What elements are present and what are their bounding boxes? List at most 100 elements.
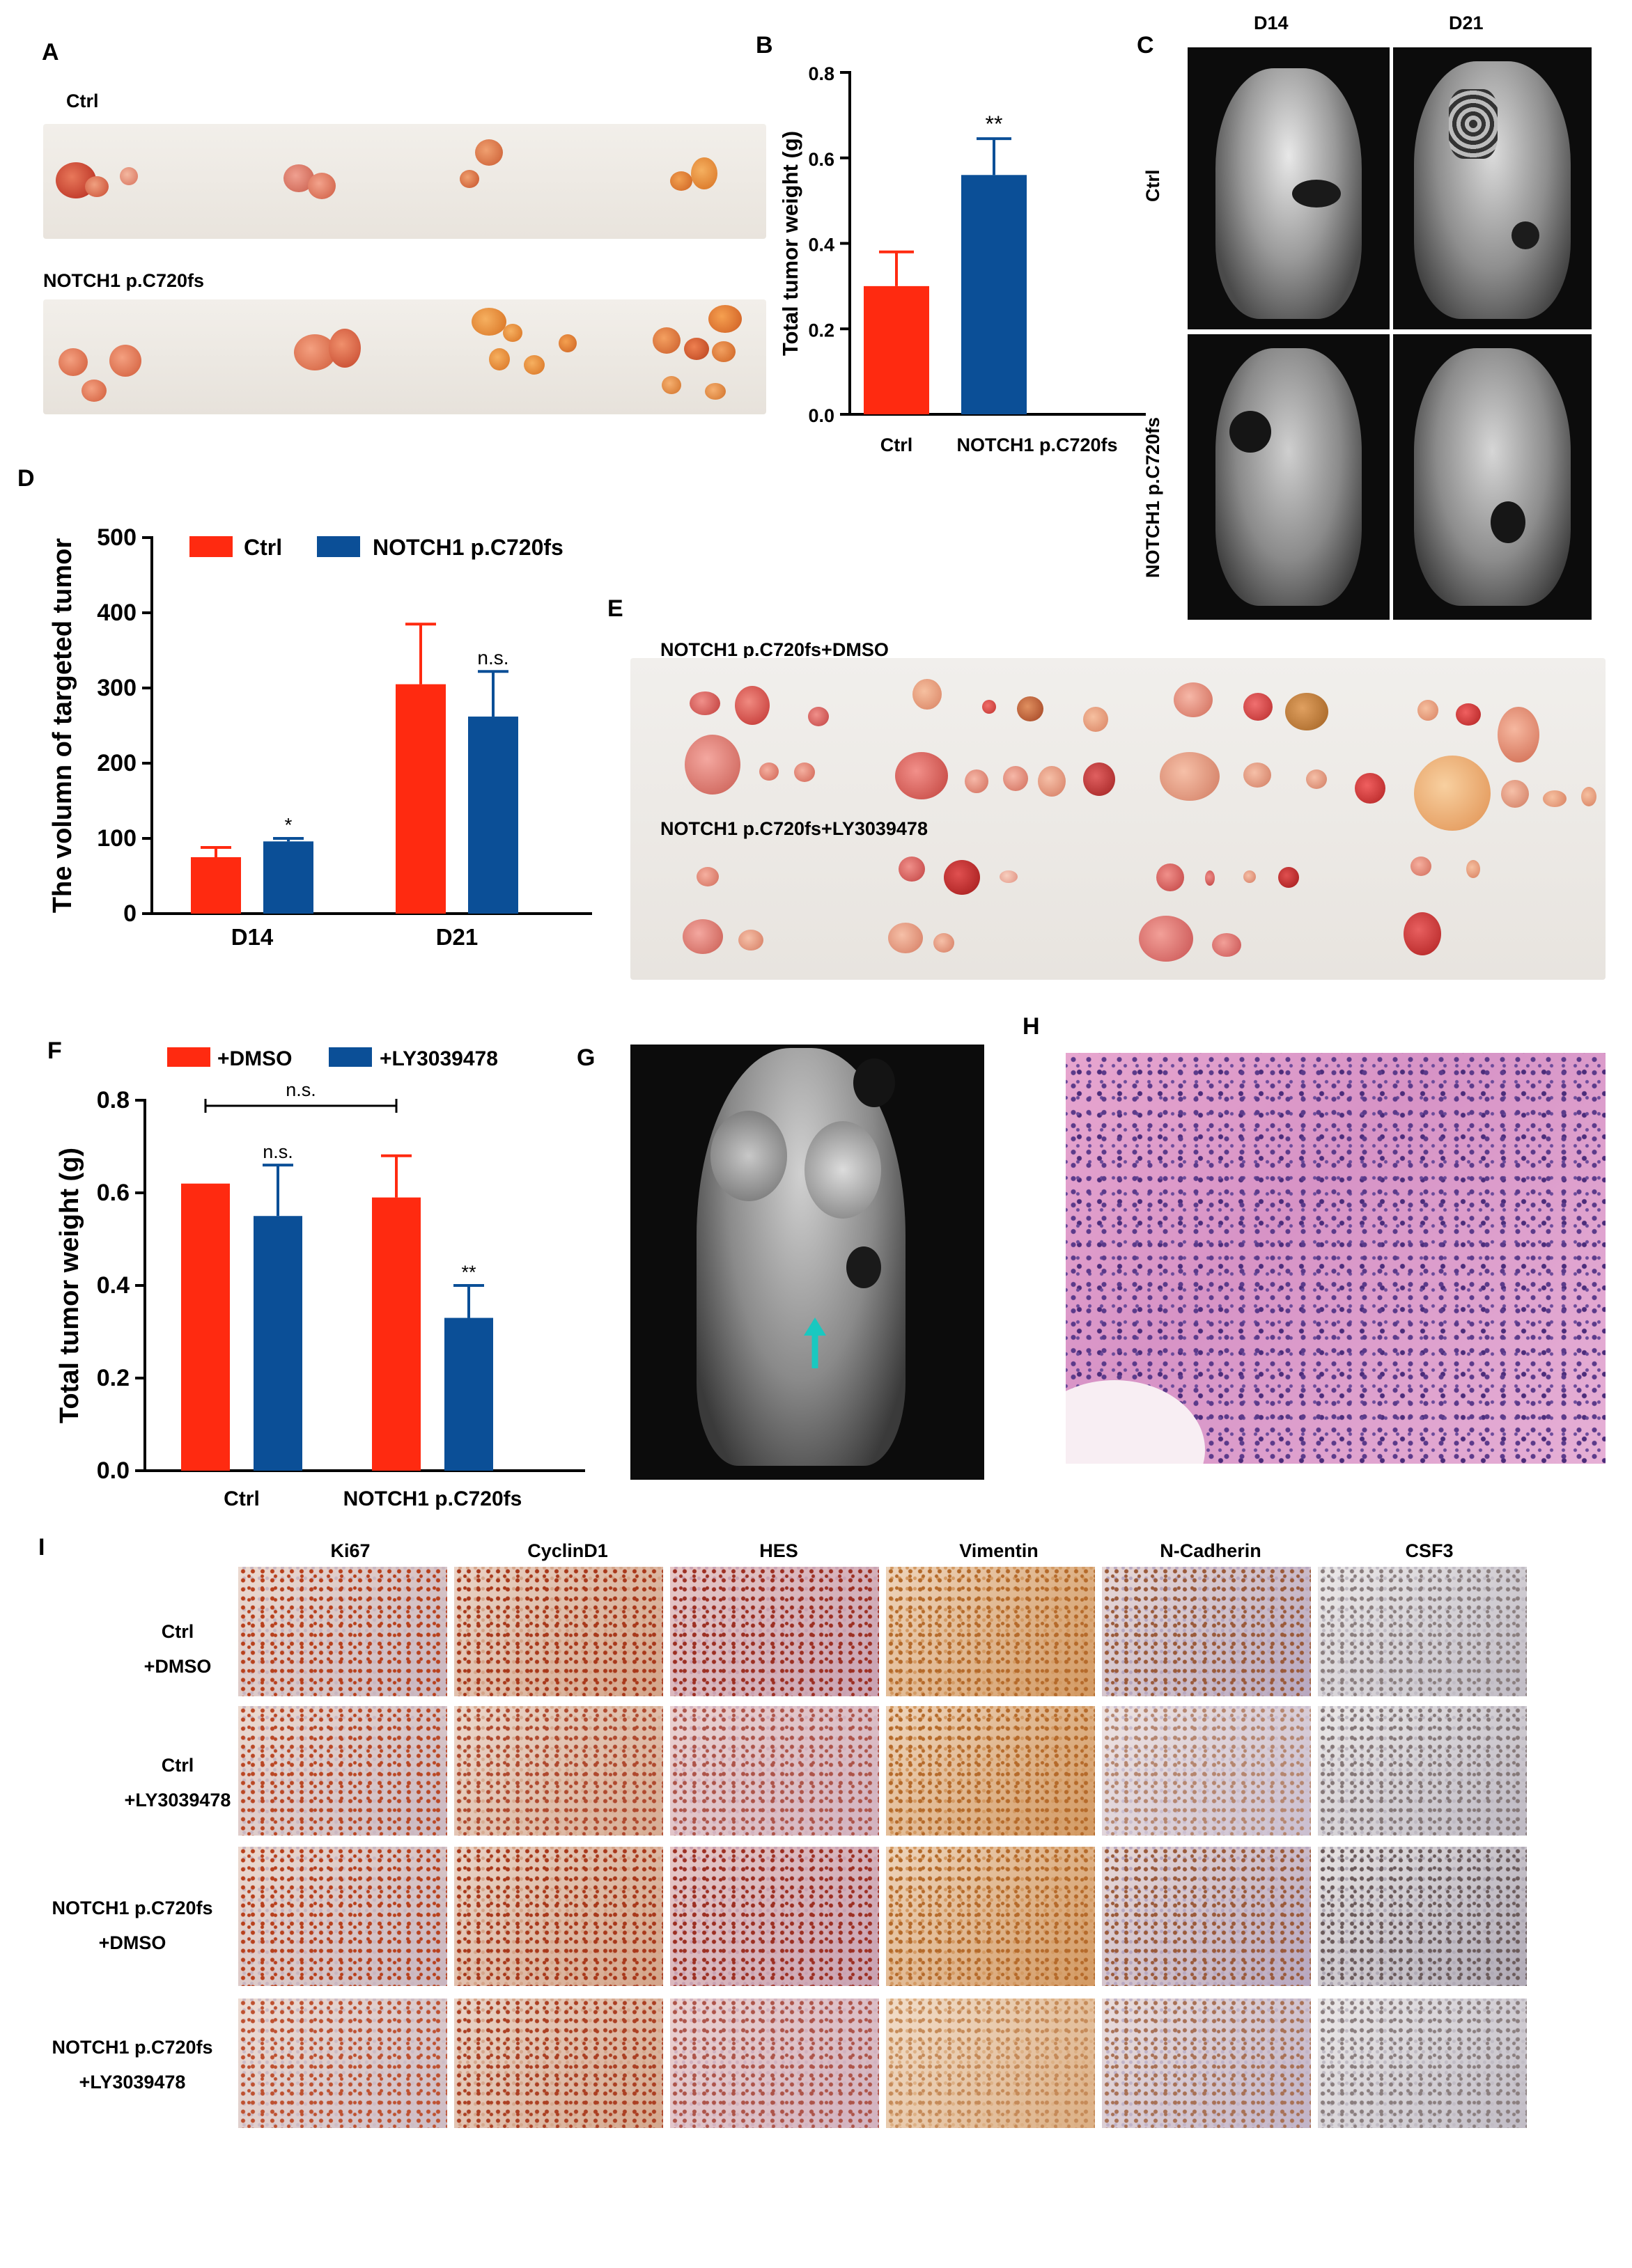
panel-label-i: I	[38, 1534, 45, 1561]
bar	[468, 717, 518, 914]
bar	[864, 286, 929, 414]
ihc-tile-r2-ncadherin	[1102, 1706, 1311, 1836]
legend-swatch	[167, 1047, 210, 1067]
ihc-tile-r2-ki67	[238, 1706, 447, 1836]
ihc-col-hes: HES	[759, 1540, 798, 1561]
ihc-tile-r2-csf3	[1318, 1706, 1527, 1836]
ihc-tile-r4-ki67	[238, 1999, 447, 2128]
y-tick-label: 0.4	[97, 1272, 130, 1299]
panel-e-photo	[630, 658, 1606, 980]
y-tick-label: 0.6	[808, 149, 834, 170]
y-tick-label: 100	[97, 825, 137, 852]
panel-a-ctrl-photo	[43, 124, 766, 239]
x-tick-label: NOTCH1 p.C720fs	[956, 435, 1117, 455]
panel-a-ctrl-label: Ctrl	[66, 91, 99, 111]
ihc-col-vimentin: Vimentin	[959, 1540, 1039, 1561]
significance-label: n.s.	[477, 647, 508, 668]
panel-c-row-notch1: NOTCH1 p.C720fs	[1142, 416, 1163, 578]
x-tick-label: Ctrl	[880, 435, 913, 455]
ihc-row-3-label: NOTCH1 p.C720fs +DMSO	[52, 1898, 213, 1953]
x-tick-label: D14	[231, 924, 274, 950]
panel-label-b: B	[756, 32, 773, 58]
ihc-row-4-label: NOTCH1 p.C720fs +LY3039478	[52, 2037, 213, 2093]
bar	[372, 1197, 421, 1471]
ihc-col-cyclind1: CyclinD1	[527, 1540, 608, 1561]
chart-d: 0 100 200 300 400 500 The volumn of targeted t…	[48, 524, 592, 950]
chart-f: 0.0 0.2 0.4 0.6 0.8 Total tumor weight (g) n.s…	[55, 1047, 585, 1510]
significance-label: *	[285, 814, 293, 836]
histology-panel-h	[1066, 1053, 1606, 1464]
y-tick-label: 0.8	[97, 1087, 130, 1113]
y-tick-label: 0.6	[97, 1180, 130, 1206]
y-axis-label: Total tumor weight (g)	[55, 1148, 84, 1423]
arrow-icon	[804, 1317, 826, 1368]
legend-label: +LY3039478	[380, 1047, 498, 1070]
mri-ctrl-d14	[1188, 47, 1390, 329]
panel-c-row-ctrl: Ctrl	[1142, 169, 1163, 203]
y-tick-label: 200	[97, 750, 137, 776]
x-tick-label: NOTCH1 p.C720fs	[343, 1487, 522, 1510]
panel-label-a: A	[42, 39, 59, 65]
y-tick-label: 400	[97, 600, 137, 626]
ihc-tile-r1-cyclind1	[454, 1567, 663, 1696]
y-axis-label: The volumn of targeted tumor	[48, 538, 77, 914]
significance-bracket-label: n.s.	[286, 1079, 316, 1100]
y-tick-label: 0	[123, 900, 137, 927]
legend-swatch	[317, 536, 360, 557]
ihc-tile-r1-ki67	[238, 1567, 447, 1696]
ihc-tile-r3-ki67	[238, 1847, 447, 1986]
legend-label: Ctrl	[244, 535, 282, 560]
bar	[191, 857, 241, 914]
legend-label: +DMSO	[217, 1047, 293, 1070]
y-axis-label: Total tumor weight (g)	[778, 131, 802, 356]
ihc-tile-r3-csf3	[1318, 1847, 1527, 1986]
panel-e-ly-label: NOTCH1 p.C720fs+LY3039478	[660, 818, 928, 839]
y-tick-label: 0.4	[808, 235, 834, 256]
ihc-tile-r4-csf3	[1318, 1999, 1527, 2128]
ihc-tile-r3-vimentin	[886, 1847, 1095, 1986]
significance-label: **	[986, 111, 1003, 136]
mri-ctrl-d21	[1393, 47, 1592, 329]
bar	[961, 175, 1027, 415]
ihc-tile-r3-hes	[670, 1847, 879, 1986]
ihc-tile-r1-hes	[670, 1567, 879, 1696]
ihc-tile-r4-vimentin	[886, 1999, 1095, 2128]
y-tick-label: 0.2	[97, 1365, 130, 1391]
bar	[254, 1216, 302, 1471]
panel-label-f: F	[47, 1038, 62, 1064]
panel-a-notch1-photo	[43, 299, 766, 414]
ihc-tile-r2-hes	[670, 1706, 879, 1836]
x-tick-label: Ctrl	[224, 1487, 260, 1510]
ihc-col-csf3: CSF3	[1405, 1540, 1454, 1561]
ihc-tile-r2-cyclind1	[454, 1706, 663, 1836]
chart-b: 0.0 0.2 0.4 0.6 0.8 Total tumor weight (g) Ctr…	[778, 63, 1146, 455]
bar	[396, 684, 446, 914]
ihc-tile-r4-ncadherin	[1102, 1999, 1311, 2128]
panel-label-e: E	[607, 595, 623, 622]
mri-panel-g	[630, 1045, 984, 1480]
ihc-tile-r4-cyclind1	[454, 1999, 663, 2128]
panel-c-col-d14: D14	[1254, 13, 1289, 33]
ihc-col-ncadherin: N-Cadherin	[1160, 1540, 1261, 1561]
legend-swatch	[189, 536, 233, 557]
panel-label-g: G	[577, 1045, 596, 1071]
y-tick-label: 0.2	[808, 320, 834, 341]
bar	[263, 841, 313, 914]
legend-swatch	[329, 1047, 372, 1067]
panel-c-col-d21: D21	[1449, 13, 1484, 33]
bar	[444, 1317, 493, 1471]
panel-a-notch1-label: NOTCH1 p.C720fs	[43, 270, 205, 291]
ihc-tile-r2-vimentin	[886, 1706, 1095, 1836]
panel-label-d: D	[17, 465, 35, 492]
ihc-row-2-label: Ctrl +LY3039478	[124, 1755, 231, 1811]
ihc-tile-r1-csf3	[1318, 1567, 1527, 1696]
panel-label-h: H	[1023, 1013, 1040, 1040]
panel-e-dmso-label: NOTCH1 p.C720fs+DMSO	[660, 639, 889, 660]
ihc-col-ki67: Ki67	[330, 1540, 371, 1561]
x-tick-label: D21	[436, 924, 479, 950]
y-tick-label: 0.0	[808, 405, 834, 426]
y-tick-label: 0.0	[97, 1457, 130, 1484]
bar	[181, 1183, 230, 1471]
ihc-tile-r1-ncadherin	[1102, 1567, 1311, 1696]
ihc-row-1-label: Ctrl +DMSO	[143, 1621, 212, 1677]
